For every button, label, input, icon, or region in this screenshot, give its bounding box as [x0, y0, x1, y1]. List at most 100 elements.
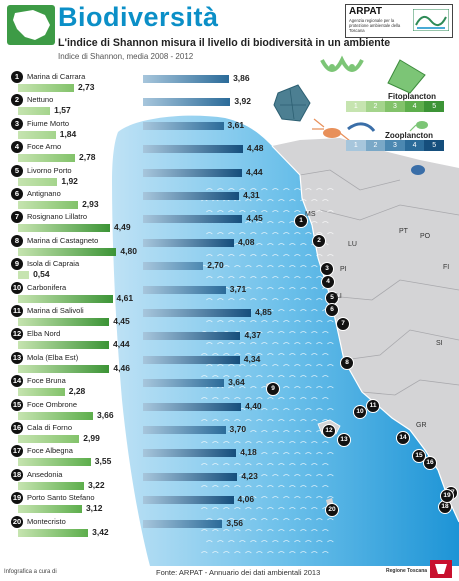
- fitoplancton-bar: [18, 294, 113, 303]
- fitoplancton-value: 2,99: [83, 433, 100, 443]
- wave-mark: [228, 254, 235, 257]
- krill-icon: [347, 122, 376, 132]
- wave-mark: [283, 474, 290, 477]
- wave-mark: [217, 188, 224, 191]
- zooplancton-value: 3,92: [234, 96, 251, 107]
- wave-mark: [305, 386, 312, 389]
- tuscany-region-logo: [7, 5, 55, 45]
- wave-mark: [201, 375, 208, 378]
- wave-mark: [294, 232, 301, 235]
- amphipod-icon: [411, 165, 425, 175]
- station-name: Porto Santo Stefano: [27, 493, 95, 503]
- wave-mark: [212, 463, 219, 466]
- wave-mark: [300, 529, 307, 532]
- zooplancton-legend-title: Zooplancton: [385, 131, 433, 140]
- fitoplancton-value: 1,84: [59, 128, 77, 139]
- fitoplancton-value: 3,22: [88, 479, 105, 490]
- zooplancton-bar: [143, 379, 225, 388]
- wave-mark: [256, 287, 263, 290]
- wave-mark: [311, 265, 318, 268]
- wave-mark: [289, 375, 296, 378]
- station-map-pin: 4: [321, 275, 335, 289]
- wave-mark: [261, 430, 268, 433]
- station-number: 7: [11, 211, 23, 224]
- wave-mark: [267, 199, 274, 202]
- wave-mark: [201, 529, 208, 532]
- wave-mark: [300, 287, 307, 290]
- index-note: Indice di Shannon, media 2008 - 2012: [58, 52, 194, 61]
- wave-mark: [245, 397, 252, 400]
- wave-mark: [278, 463, 285, 466]
- zooplancton-value: 3,86: [233, 73, 250, 83]
- wave-mark: [234, 441, 241, 444]
- fitoplancton-bar: [18, 411, 94, 420]
- station-number: 17: [11, 445, 23, 458]
- wave-mark: [261, 210, 268, 213]
- wave-mark: [245, 507, 252, 510]
- wave-mark: [245, 463, 252, 466]
- zooplancton-value: 3,64: [228, 377, 245, 388]
- wave-mark: [305, 496, 312, 499]
- wave-mark: [300, 243, 307, 246]
- wave-mark: [250, 210, 257, 213]
- wave-mark: [311, 221, 318, 224]
- fitoplancton-value: 0,54: [33, 269, 50, 280]
- station-name: Isola di Capraia: [27, 259, 80, 269]
- wave-mark: [245, 353, 252, 356]
- zooplancton-value: 3,56: [226, 517, 243, 528]
- wave-mark: [283, 518, 290, 521]
- wave-mark: [245, 441, 252, 444]
- wave-mark: [316, 496, 323, 499]
- wave-mark: [278, 331, 285, 334]
- wave-mark: [245, 551, 252, 554]
- wave-mark: [206, 518, 213, 521]
- legend-level: 4: [404, 140, 425, 151]
- fitoplancton-value: 1,57: [54, 105, 71, 116]
- wave-mark: [234, 243, 241, 246]
- wave-mark: [278, 353, 285, 356]
- fitoplancton-value: 4,44: [113, 339, 130, 350]
- wave-mark: [272, 232, 279, 235]
- page-subtitle: L'indice di Shannon misura il livello di…: [58, 37, 391, 49]
- wave-mark: [228, 188, 235, 191]
- zooplancton-bar: [143, 121, 224, 130]
- wave-mark: [239, 254, 246, 257]
- wave-mark: [261, 364, 268, 367]
- wave-mark: [239, 320, 246, 323]
- station-name: Rosignano Lillatro: [27, 212, 88, 222]
- wave-mark: [311, 463, 318, 466]
- legend-level: 2: [365, 101, 386, 112]
- wave-mark: [256, 199, 263, 202]
- wave-mark: [256, 529, 263, 532]
- wave-mark: [305, 518, 312, 521]
- wave-mark: [256, 221, 263, 224]
- wave-mark: [316, 232, 323, 235]
- zooplancton-value: 4,40: [245, 400, 262, 411]
- wave-mark: [267, 485, 274, 488]
- wave-mark: [327, 232, 334, 235]
- plankton-illustrations: [273, 55, 428, 175]
- wave-mark: [283, 386, 290, 389]
- wave-mark: [311, 309, 318, 312]
- wave-mark: [256, 265, 263, 268]
- wave-mark: [250, 232, 257, 235]
- wave-mark: [327, 540, 334, 543]
- wave-mark: [212, 507, 219, 510]
- wave-mark: [261, 342, 268, 345]
- wave-mark: [250, 452, 257, 455]
- wave-mark: [289, 419, 296, 422]
- wave-mark: [289, 463, 296, 466]
- zooplancton-bar: [143, 472, 238, 481]
- wave-mark: [217, 232, 224, 235]
- wave-mark: [206, 276, 213, 279]
- zooplancton-value: 4,85: [255, 307, 272, 317]
- wave-mark: [316, 320, 323, 323]
- arpat-name: ARPAT: [349, 6, 382, 17]
- zooplancton-value: 4,23: [241, 470, 258, 481]
- wave-mark: [217, 342, 224, 345]
- wave-mark: [289, 331, 296, 334]
- station-number: 19: [11, 492, 23, 505]
- wave-mark: [267, 441, 274, 444]
- station-number: 6: [11, 188, 23, 200]
- wave-mark: [300, 419, 307, 422]
